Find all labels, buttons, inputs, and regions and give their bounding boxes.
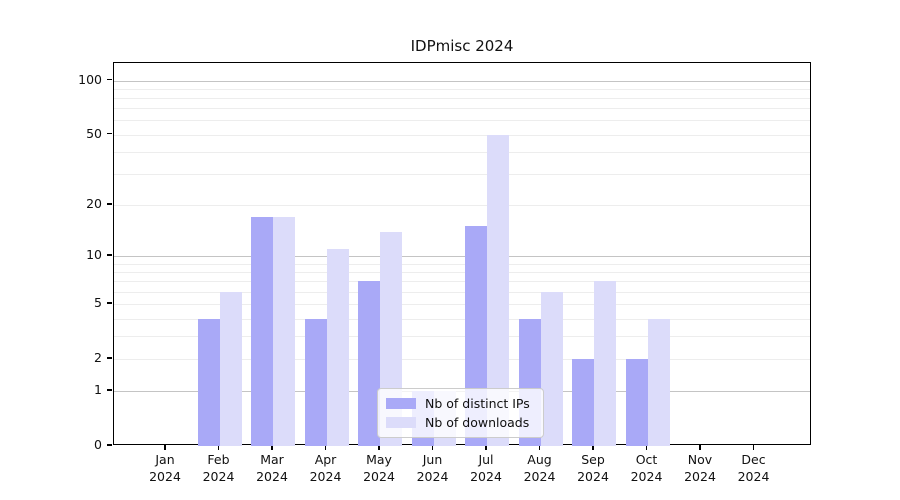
x-tick-mark-dec [752, 445, 755, 450]
bar-oct-distinct-ips [625, 359, 648, 446]
legend-label-downloads: Nb of downloads [425, 415, 530, 430]
gridline-40 [114, 151, 810, 153]
gridline-70 [114, 108, 810, 110]
y-tick-label-0: 0 [94, 437, 102, 452]
x-tick-mark-jul [485, 445, 487, 450]
chart-title: IDPmisc 2024 [410, 37, 514, 55]
bar-mar-downloads [273, 217, 295, 446]
y-tick-mark-10 [107, 254, 112, 256]
x-tick-label-mar: Mar 2024 [256, 452, 288, 484]
legend-item-downloads: Nb of downloads [386, 415, 535, 430]
y-tick-label-5: 5 [94, 295, 102, 311]
legend-swatch-downloads [386, 417, 416, 428]
x-tick-mark-aug [538, 445, 541, 450]
gridline-6 [114, 291, 810, 293]
x-tick-mark-apr [324, 445, 327, 450]
legend-label-distinct-ips: Nb of distinct IPs [425, 396, 530, 411]
y-tick-mark-1 [107, 389, 112, 391]
x-tick-label-sep: Sep 2024 [577, 452, 609, 484]
x-tick-mark-oct [645, 445, 648, 450]
bar-sep-distinct-ips [572, 359, 594, 446]
x-tick-mark-mar [271, 445, 273, 450]
x-tick-mark-jun [431, 445, 434, 450]
gridline-90 [114, 88, 810, 90]
y-tick-label-1: 1 [94, 382, 102, 398]
y-tick-mark-5 [107, 302, 112, 304]
x-tick-label-feb: Feb 2024 [202, 452, 235, 484]
y-tick-mark-100 [107, 78, 112, 81]
gridline-20 [114, 204, 810, 206]
gridline-60 [114, 120, 810, 122]
gridline-80 [114, 98, 810, 99]
gridline-8 [114, 272, 810, 273]
x-tick-label-aug: Aug 2024 [523, 452, 556, 484]
gridline-7 [114, 281, 810, 283]
plot-area [113, 62, 811, 446]
x-tick-mark-sep [592, 445, 594, 450]
gridline-3 [114, 336, 810, 338]
x-tick-label-may: May 2024 [363, 452, 395, 484]
y-tick-label-50: 50 [86, 125, 102, 141]
y-tick-label-10: 10 [86, 247, 102, 263]
legend: Nb of distinct IPs Nb of downloads [377, 388, 544, 438]
gridline-10 [114, 256, 810, 258]
gridline-2 [114, 359, 810, 360]
gridline-50 [114, 134, 810, 136]
legend-item-distinct-ips: Nb of distinct IPs [386, 396, 535, 411]
gridline-9 [114, 263, 810, 265]
bar-apr-distinct-ips [304, 318, 327, 446]
bar-feb-downloads [219, 291, 242, 446]
x-tick-mark-may [378, 445, 380, 450]
x-tick-label-oct: Oct 2024 [630, 452, 663, 484]
y-tick-label-2: 2 [94, 350, 102, 365]
y-tick-mark-0 [107, 444, 112, 446]
x-tick-label-jan: Jan 2024 [149, 452, 181, 484]
x-tick-mark-feb [217, 445, 220, 450]
y-tick-mark-2 [107, 357, 112, 359]
legend-swatch-distinct-ips [386, 398, 416, 409]
y-tick-label-100: 100 [78, 71, 102, 87]
bar-jul-downloads [487, 134, 509, 446]
gridline-5 [114, 304, 810, 306]
bar-aug-downloads [540, 291, 563, 446]
bar-apr-downloads [326, 249, 349, 446]
x-tick-label-apr: Apr 2024 [309, 452, 342, 484]
y-tick-mark-50 [107, 132, 112, 135]
x-tick-mark-nov [699, 445, 701, 450]
bar-may-distinct-ips [358, 281, 380, 446]
x-tick-label-jul: Jul 2024 [470, 452, 502, 484]
gridline-100 [114, 80, 810, 82]
x-tick-label-nov: Nov 2024 [684, 452, 716, 484]
bar-oct-downloads [647, 318, 670, 446]
bar-mar-distinct-ips [251, 217, 273, 446]
y-tick-mark-20 [107, 203, 112, 205]
x-tick-label-dec: Dec 2024 [737, 452, 770, 484]
y-tick-label-20: 20 [86, 195, 102, 211]
bar-sep-downloads [594, 281, 616, 446]
x-tick-label-jun: Jun 2024 [416, 452, 449, 484]
gridline-30 [114, 174, 810, 176]
x-tick-mark-jan [164, 445, 166, 450]
bar-feb-distinct-ips [197, 318, 220, 446]
gridline-4 [114, 318, 810, 320]
